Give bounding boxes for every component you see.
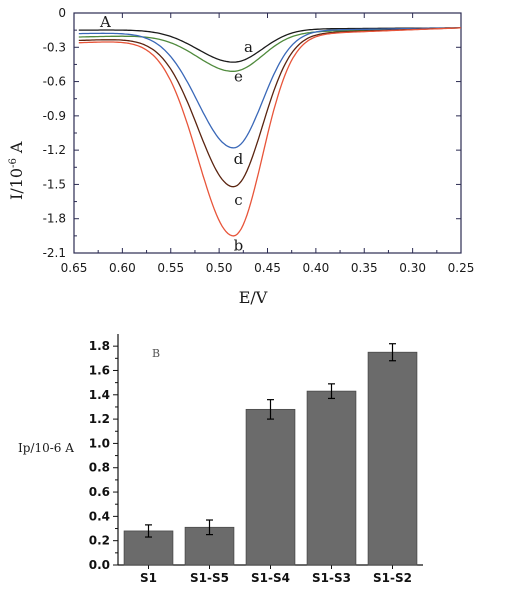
- b-x-tick-label-4: S1-S2: [373, 571, 412, 585]
- panel-a-y-axis-title-exponent: -6: [8, 158, 19, 168]
- x-tick-label-7: 0.30: [399, 261, 426, 275]
- curve-label-c: c: [234, 191, 242, 209]
- curve-b: [78, 27, 461, 237]
- b-y-tick-label-3: 0.6: [89, 485, 110, 499]
- panel-b-y-axis-title: Ip/10-6 A: [18, 441, 74, 455]
- y-tick-label-2: -0.6: [43, 75, 66, 89]
- bar-S1-S4: [245, 408, 296, 566]
- panel-a-curve-labels: ae d c b: [234, 38, 253, 255]
- panel-a-curves: [78, 27, 461, 237]
- curve-c: [78, 27, 461, 188]
- x-tick-label-8: 0.25: [448, 261, 475, 275]
- b-y-tick-label-9: 1.8: [89, 339, 110, 353]
- y-tick-label-7: -2.1: [43, 246, 66, 260]
- y-tick-label-3: -0.9: [43, 109, 66, 123]
- b-y-tick-label-5: 1.0: [89, 436, 110, 450]
- b-x-tick-label-3: S1-S3: [312, 571, 351, 585]
- y-tick-label-5: -1.5: [43, 177, 66, 191]
- b-y-tick-label-7: 1.4: [89, 388, 110, 402]
- curve-label-d: d: [234, 150, 244, 168]
- x-tick-label-2: 0.55: [157, 261, 184, 275]
- b-y-tick-label-6: 1.2: [89, 412, 110, 426]
- panel-b-bars: [123, 343, 418, 566]
- bar-S1-S2: [367, 351, 418, 566]
- panel-b-bar-chart: 0.0 0.2 0.4 0.6 0.8 1.0 1.2 1.4 1.6 1.8 S1 S1-S5 S1-…: [18, 334, 423, 585]
- x-tick-label-3: 0.50: [206, 261, 233, 275]
- y-tick-label-0: 0: [58, 6, 66, 20]
- b-y-tick-label-1: 0.2: [89, 534, 110, 548]
- curve-d: [78, 27, 461, 149]
- panel-a-y-axis-title-base: I/10: [7, 168, 26, 200]
- b-x-tick-label-2: S1-S4: [251, 571, 290, 585]
- b-y-tick-label-8: 1.6: [89, 363, 110, 377]
- b-y-tick-label-0: 0.0: [89, 558, 110, 572]
- y-tick-label-1: -0.3: [43, 40, 66, 54]
- x-tick-label-5: 0.40: [303, 261, 330, 275]
- curve-label-e: e: [234, 68, 243, 86]
- x-tick-label-6: 0.35: [351, 261, 378, 275]
- x-tick-label-0: 0.65: [61, 261, 88, 275]
- curve-e: [78, 27, 461, 72]
- panel-b-label: B: [152, 347, 160, 360]
- bar-S1-S3: [306, 390, 357, 566]
- panel-a-y-axis-title-unit: A: [7, 141, 26, 158]
- b-x-tick-label-1: S1-S5: [190, 571, 229, 585]
- panel-a-y-axis-title: I/10-6 A: [7, 141, 26, 200]
- b-y-tick-label-4: 0.8: [89, 461, 110, 475]
- x-tick-label-1: 0.60: [109, 261, 136, 275]
- y-tick-label-6: -1.8: [43, 212, 66, 226]
- panel-a-ticks: 0.65 0.60 0.55 0.50 0.45 0.40 0.35 0.30 0.25 0 -0.…: [43, 6, 475, 275]
- panel-a-x-axis-title: E/V: [239, 288, 268, 307]
- y-tick-label-4: -1.2: [43, 143, 66, 157]
- curve-label-b: b: [234, 237, 244, 255]
- b-y-tick-label-2: 0.4: [89, 509, 110, 523]
- b-x-tick-label-0: S1: [140, 571, 157, 585]
- x-tick-label-4: 0.45: [254, 261, 281, 275]
- panel-a-label: A: [99, 13, 111, 31]
- curve-label-a: a: [244, 38, 253, 56]
- panel-a-voltammogram: 0.65 0.60 0.55 0.50 0.45 0.40 0.35 0.30 0.25 0 -0.…: [7, 6, 474, 307]
- panel-b-ticks: 0.0 0.2 0.4 0.6 0.8 1.0 1.2 1.4 1.6 1.8 S1 S1-S5 S1-…: [89, 339, 412, 585]
